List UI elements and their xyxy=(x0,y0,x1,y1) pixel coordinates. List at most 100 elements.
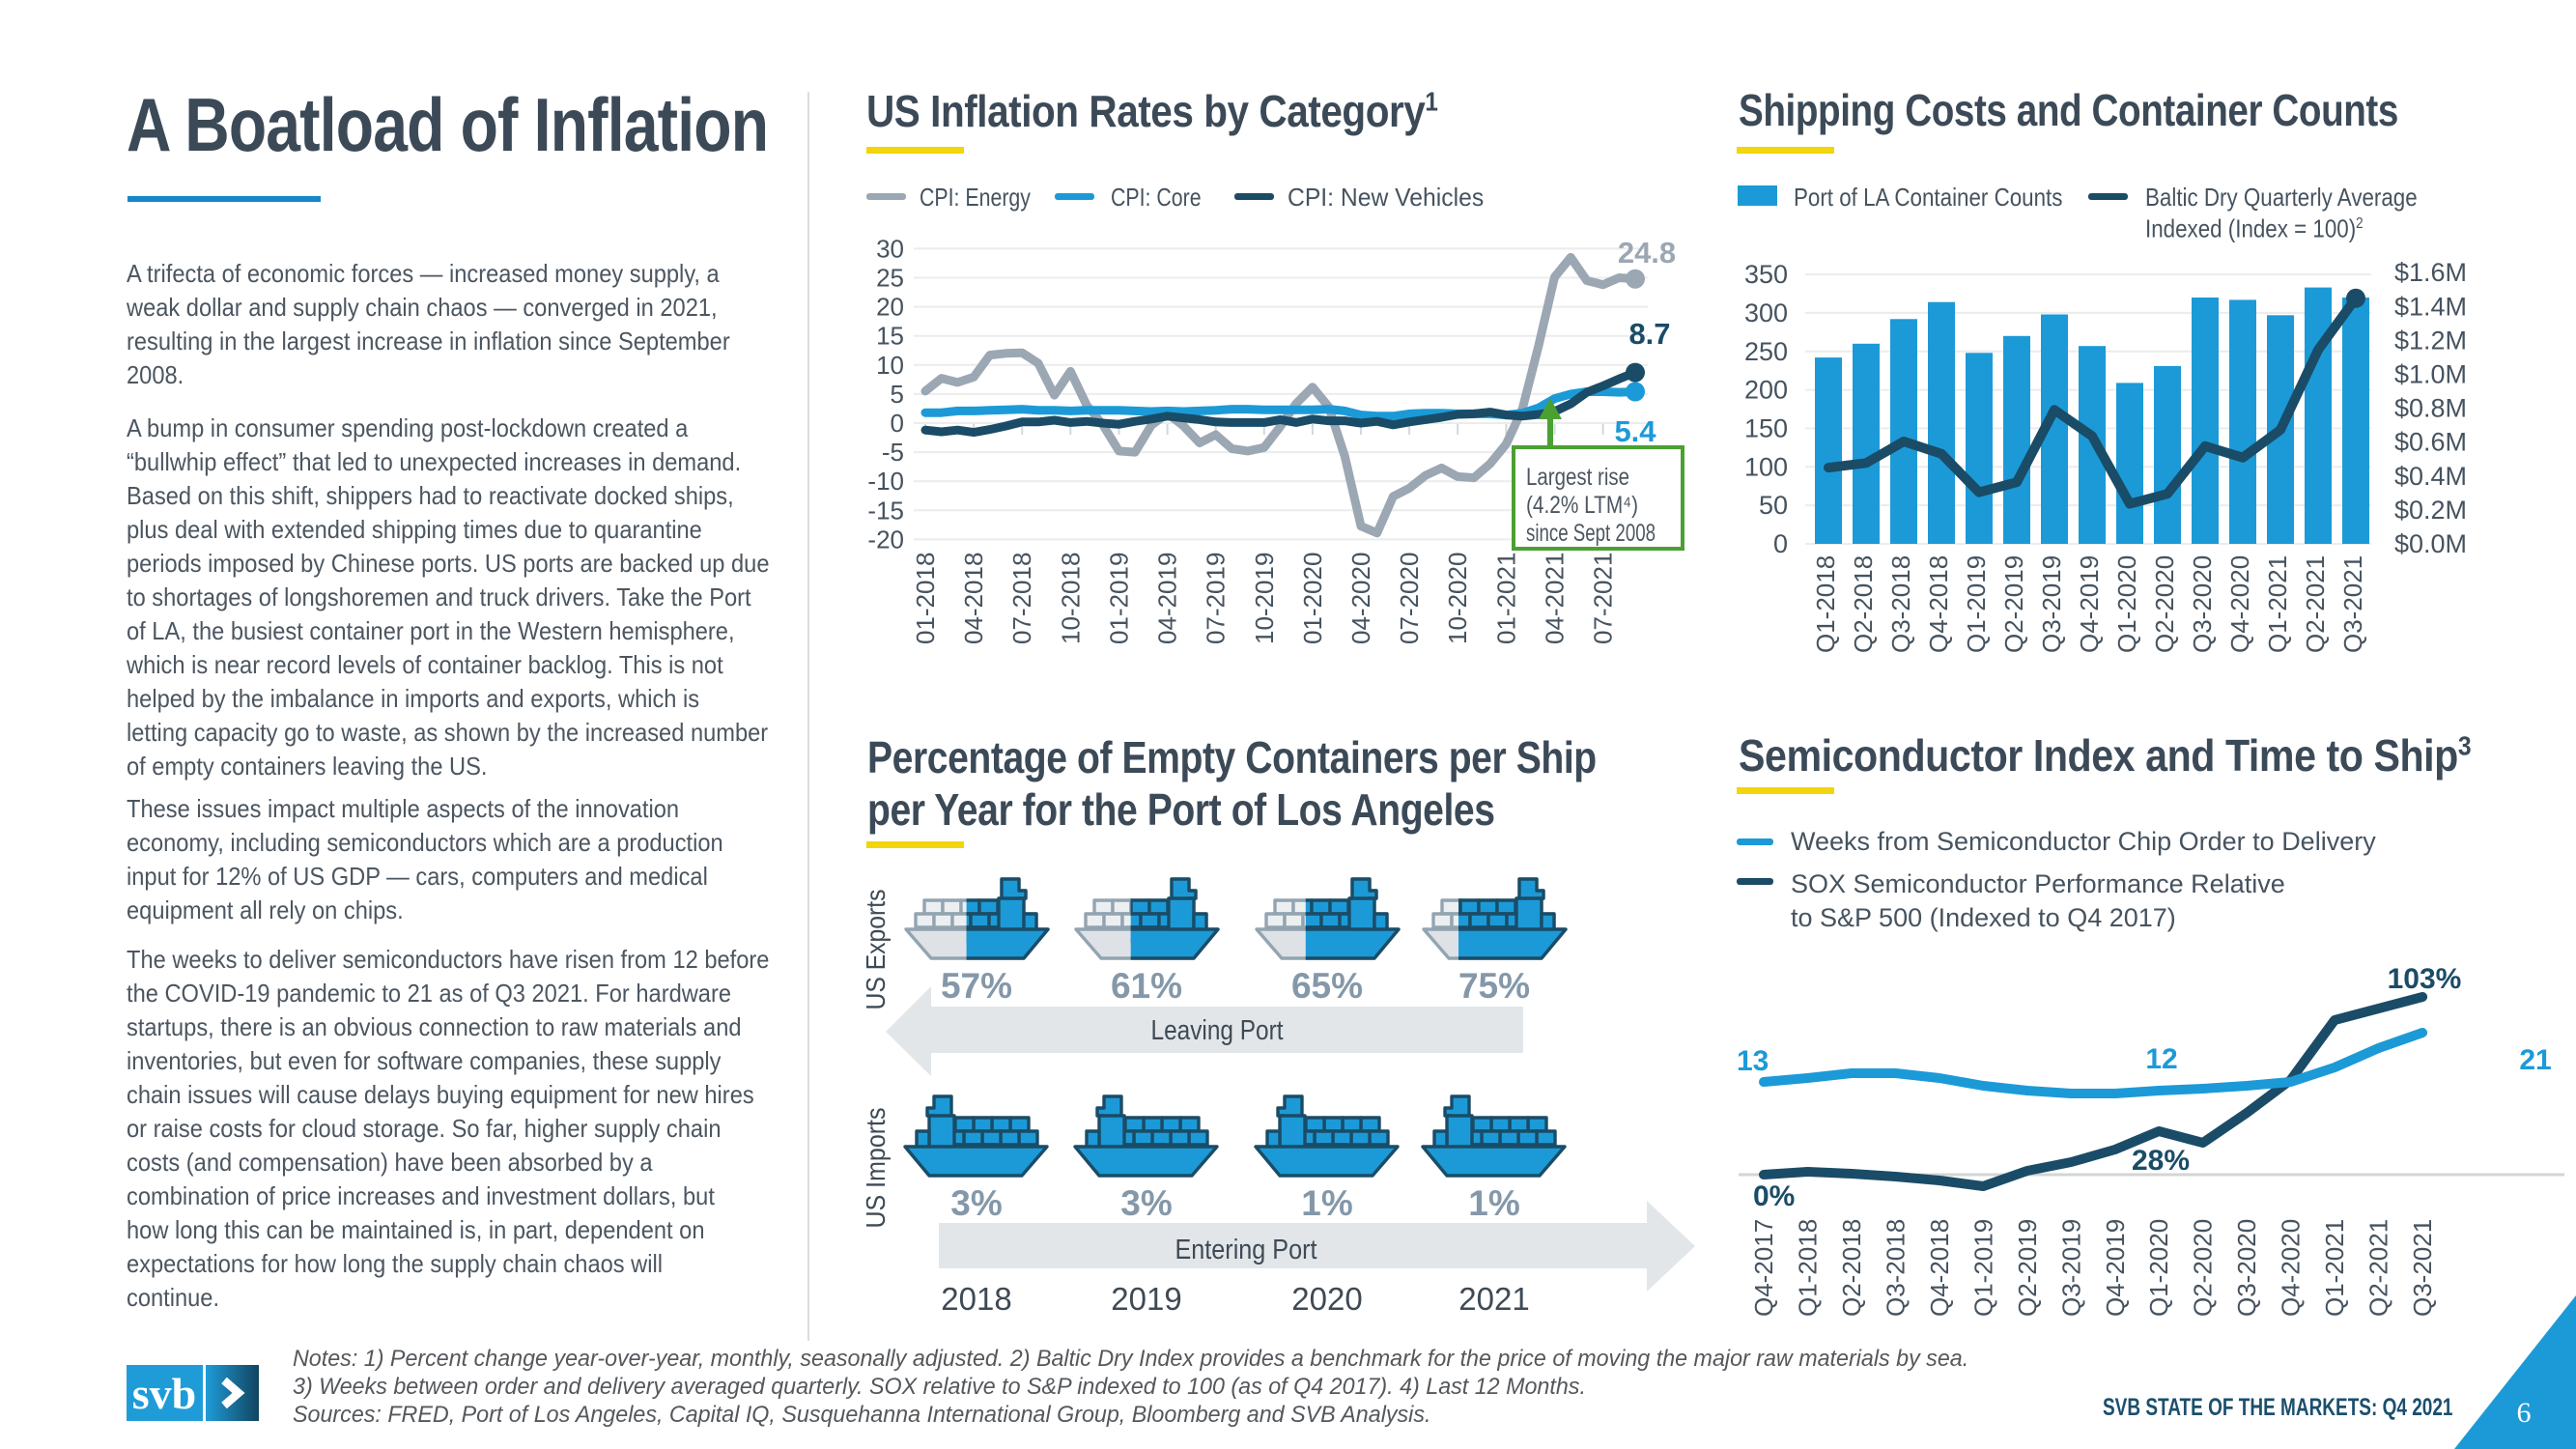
svg-text:$0.4M: $0.4M xyxy=(2394,462,2467,491)
svg-text:Q1-2020: Q1-2020 xyxy=(2144,1219,2173,1317)
svg-text:12: 12 xyxy=(2145,1043,2177,1075)
svg-text:$1.6M: $1.6M xyxy=(2394,258,2467,287)
svg-text:0: 0 xyxy=(891,409,904,438)
svg-text:$0.6M: $0.6M xyxy=(2394,428,2467,457)
svg-text:$1.0M: $1.0M xyxy=(2394,360,2467,389)
svg-text:07-2021: 07-2021 xyxy=(1589,553,1618,644)
svg-text:10-2020: 10-2020 xyxy=(1443,553,1472,644)
svg-text:Q2-2019: Q2-2019 xyxy=(2013,1219,2042,1317)
svg-text:13: 13 xyxy=(1737,1045,1769,1077)
svg-text:21: 21 xyxy=(2519,1044,2551,1076)
svg-text:250: 250 xyxy=(1744,337,1788,366)
svg-text:Q3-2019: Q3-2019 xyxy=(2056,1219,2085,1317)
svg-text:Q2-2018: Q2-2018 xyxy=(1837,1219,1866,1317)
svg-text:Entering Port: Entering Port xyxy=(1175,1235,1317,1265)
svg-text:Q4-2017: Q4-2017 xyxy=(1749,1219,1778,1317)
svg-text:(4.2% LTM⁴): (4.2% LTM⁴) xyxy=(1526,492,1638,519)
svg-text:$1.4M: $1.4M xyxy=(2394,292,2467,321)
svg-text:04-2020: 04-2020 xyxy=(1346,553,1375,644)
svg-text:Q3-2018: Q3-2018 xyxy=(1886,555,1915,653)
svg-text:65%: 65% xyxy=(1291,966,1363,1006)
svg-text:Q1-2019: Q1-2019 xyxy=(1968,1219,1997,1317)
svg-text:04-2018: 04-2018 xyxy=(959,553,988,644)
svg-text:Q4-2018: Q4-2018 xyxy=(1925,1219,1954,1317)
svg-text:0: 0 xyxy=(1773,529,1788,558)
svg-text:Q2-2021: Q2-2021 xyxy=(2301,555,2330,653)
svg-text:2021: 2021 xyxy=(1458,1281,1529,1317)
svg-text:5: 5 xyxy=(891,380,904,409)
svg-text:Q3-2018: Q3-2018 xyxy=(1881,1219,1910,1317)
svg-text:2019: 2019 xyxy=(1111,1281,1181,1317)
svg-text:Q2-2019: Q2-2019 xyxy=(1999,555,2028,653)
svg-text:US Imports: US Imports xyxy=(861,1108,891,1229)
svg-text:150: 150 xyxy=(1744,413,1788,442)
svg-text:-10: -10 xyxy=(867,467,904,496)
svg-text:-15: -15 xyxy=(867,496,904,525)
svg-text:$0.0M: $0.0M xyxy=(2394,529,2467,558)
svg-text:30: 30 xyxy=(876,234,904,263)
svg-text:2020: 2020 xyxy=(1291,1281,1362,1317)
svg-text:Largest rise: Largest rise xyxy=(1526,464,1629,491)
svg-text:Q1-2018: Q1-2018 xyxy=(1811,555,1840,653)
svg-text:28%: 28% xyxy=(2132,1145,2190,1177)
svg-text:$0.8M: $0.8M xyxy=(2394,394,2467,423)
svg-text:Q4-2020: Q4-2020 xyxy=(2277,1219,2306,1317)
svg-text:57%: 57% xyxy=(941,966,1012,1006)
svg-text:300: 300 xyxy=(1744,298,1788,327)
svg-text:10-2018: 10-2018 xyxy=(1056,553,1085,644)
svg-text:Q1-2019: Q1-2019 xyxy=(1962,555,1991,653)
svg-text:$1.2M: $1.2M xyxy=(2394,326,2467,355)
svg-text:Q1-2021: Q1-2021 xyxy=(2320,1219,2349,1317)
svg-text:Q2-2020: Q2-2020 xyxy=(2189,1219,2218,1317)
svg-text:07-2020: 07-2020 xyxy=(1395,553,1424,644)
svg-text:04-2021: 04-2021 xyxy=(1541,553,1570,644)
svg-text:75%: 75% xyxy=(1458,966,1530,1006)
svg-text:07-2018: 07-2018 xyxy=(1007,553,1036,644)
svg-text:100: 100 xyxy=(1744,452,1788,481)
svg-text:15: 15 xyxy=(876,322,904,351)
svg-text:Q1-2018: Q1-2018 xyxy=(1794,1219,1823,1317)
svg-text:Q2-2018: Q2-2018 xyxy=(1849,555,1878,653)
svg-text:3%: 3% xyxy=(950,1183,1002,1223)
svg-text:8.7: 8.7 xyxy=(1628,317,1670,351)
svg-text:61%: 61% xyxy=(1111,966,1182,1006)
svg-text:6: 6 xyxy=(2517,1397,2532,1429)
svg-text:Q3-2021: Q3-2021 xyxy=(2408,1219,2437,1317)
svg-text:01-2021: 01-2021 xyxy=(1491,553,1520,644)
svg-text:2018: 2018 xyxy=(941,1281,1011,1317)
svg-text:Q4-2019: Q4-2019 xyxy=(2075,555,2104,653)
svg-text:Leaving Port: Leaving Port xyxy=(1151,1015,1284,1046)
svg-text:350: 350 xyxy=(1744,260,1788,289)
svg-text:1%: 1% xyxy=(1468,1183,1519,1223)
svg-text:20: 20 xyxy=(876,293,904,322)
svg-text:103%: 103% xyxy=(2388,963,2462,995)
svg-text:07-2019: 07-2019 xyxy=(1202,553,1231,644)
svg-text:Q1-2021: Q1-2021 xyxy=(2263,555,2292,653)
svg-text:04-2019: 04-2019 xyxy=(1153,553,1182,644)
svg-text:-5: -5 xyxy=(882,438,904,467)
svg-text:Q3-2020: Q3-2020 xyxy=(2188,555,2217,653)
svg-text:Q4-2018: Q4-2018 xyxy=(1924,555,1953,653)
svg-text:Q4-2019: Q4-2019 xyxy=(2101,1219,2130,1317)
svg-text:Q4-2020: Q4-2020 xyxy=(2225,555,2254,653)
svg-text:-20: -20 xyxy=(867,525,904,554)
svg-text:10-2019: 10-2019 xyxy=(1250,553,1279,644)
svg-text:24.8: 24.8 xyxy=(1618,236,1676,270)
svg-text:25: 25 xyxy=(876,264,904,293)
svg-text:5.4: 5.4 xyxy=(1614,414,1656,448)
svg-text:Q2-2021: Q2-2021 xyxy=(2364,1219,2393,1317)
svg-text:Q3-2021: Q3-2021 xyxy=(2338,555,2367,653)
svg-text:200: 200 xyxy=(1744,376,1788,405)
svg-text:01-2020: 01-2020 xyxy=(1298,553,1327,644)
svg-text:1%: 1% xyxy=(1301,1183,1352,1223)
svg-text:svb: svb xyxy=(132,1369,196,1418)
svg-text:US Exports: US Exports xyxy=(861,890,891,1010)
svg-text:Q1-2020: Q1-2020 xyxy=(2112,555,2141,653)
svg-text:01-2018: 01-2018 xyxy=(911,553,940,644)
svg-text:since Sept 2008: since Sept 2008 xyxy=(1526,520,1656,547)
svg-text:3%: 3% xyxy=(1120,1183,1172,1223)
svg-text:50: 50 xyxy=(1759,491,1788,520)
svg-text:$0.2M: $0.2M xyxy=(2394,496,2467,525)
svg-text:Q2-2020: Q2-2020 xyxy=(2150,555,2179,653)
svg-text:Q3-2019: Q3-2019 xyxy=(2037,555,2066,653)
